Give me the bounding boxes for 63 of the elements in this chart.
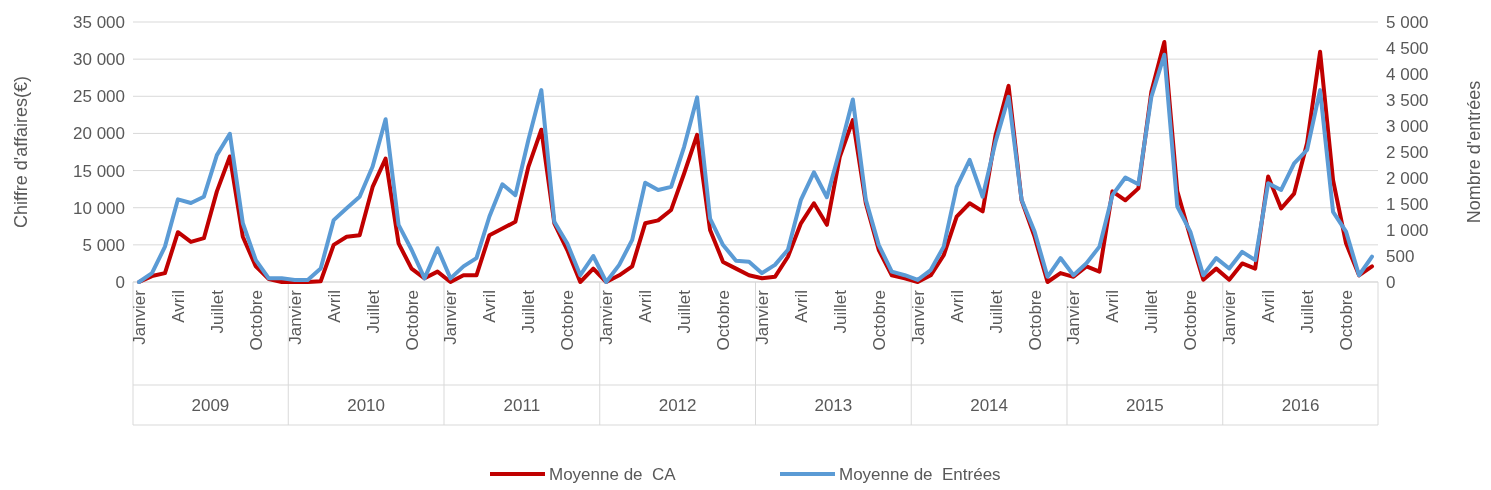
x-tick-label: Avril	[791, 290, 811, 323]
y2-tick-label: 4 000	[1386, 64, 1429, 84]
text: 2010	[347, 396, 386, 415]
y2-tick-label: 2 000	[1386, 168, 1429, 188]
x-tick-label: Janvier	[441, 289, 461, 345]
x-tick-label: Juillet	[207, 289, 227, 334]
x-tick-label: Juillet	[1142, 289, 1162, 334]
y-tick-label: 35 000	[73, 12, 125, 32]
x-tick-label: Avril	[324, 290, 344, 323]
y-tick-label: 25 000	[73, 87, 125, 107]
legend-label: Moyenne de CA	[549, 464, 677, 484]
text: 2016	[1281, 396, 1320, 415]
x-tick-label: Octobre	[869, 290, 889, 351]
y-tick-label: 10 000	[73, 198, 125, 218]
x-tick-label: Avril	[1259, 290, 1279, 323]
text: 2014	[970, 396, 1009, 415]
x-tick-label: Avril	[1103, 290, 1123, 323]
y2-tick-label: 1 500	[1386, 194, 1429, 214]
y-tick-label: 5 000	[82, 235, 125, 255]
y-tick-label: 0	[115, 272, 125, 292]
x-tick-label: Juillet	[519, 289, 539, 334]
x-tick-label: Octobre	[1181, 290, 1201, 351]
y2-tick-label: 0	[1386, 272, 1396, 292]
y-axis-title: Chiffre d'affaires(€)	[11, 76, 31, 228]
y-tick-label: 20 000	[73, 124, 125, 144]
x-tick-label: Janvier	[1064, 289, 1084, 345]
x-tick-label: Janvier	[908, 289, 928, 345]
x-tick-label: Octobre	[558, 290, 578, 351]
text: 2012	[658, 396, 697, 415]
y2-axis-title: Nombre d'entrées	[1464, 80, 1484, 224]
y-tick-label: 30 000	[73, 50, 125, 70]
y2-tick-label: 5 000	[1386, 12, 1429, 32]
x-tick-label: Octobre	[402, 290, 422, 351]
x-tick-label: Octobre	[1025, 290, 1045, 351]
x-tick-label: Octobre	[1336, 290, 1356, 351]
x-tick-label: Avril	[480, 290, 500, 323]
x-tick-label: Avril	[636, 290, 656, 323]
y2-tick-label: 3 000	[1386, 116, 1429, 136]
y2-tick-label: 2 500	[1386, 142, 1429, 162]
y2-tick-label: 3 500	[1386, 90, 1429, 110]
x-tick-label: Janvier	[129, 289, 149, 345]
text: 2015	[1125, 396, 1164, 415]
x-tick-label: Juillet	[675, 289, 695, 334]
x-tick-label: Octobre	[246, 290, 266, 351]
x-tick-label: Juillet	[986, 289, 1006, 334]
x-tick-label: Avril	[947, 290, 967, 323]
y2-tick-label: 4 500	[1386, 38, 1429, 58]
x-tick-label: Juillet	[830, 289, 850, 334]
x-tick-label: Juillet	[1298, 289, 1318, 334]
x-tick-label: Avril	[168, 290, 188, 323]
y2-tick-label: 500	[1386, 246, 1415, 266]
text: 2011	[503, 396, 541, 415]
x-tick-label: Janvier	[1220, 289, 1240, 345]
y2-tick-label: 1 000	[1386, 220, 1429, 240]
x-tick-label: Janvier	[752, 289, 772, 345]
y-tick-label: 15 000	[73, 161, 125, 181]
x-tick-label: Janvier	[285, 289, 305, 345]
x-tick-label: Janvier	[597, 289, 617, 345]
text: 2009	[191, 396, 230, 415]
x-tick-label: Juillet	[363, 289, 383, 334]
legend-label: Moyenne de Entrées	[839, 464, 1001, 484]
x-tick-label: Octobre	[714, 290, 733, 351]
text: 2013	[814, 396, 853, 415]
